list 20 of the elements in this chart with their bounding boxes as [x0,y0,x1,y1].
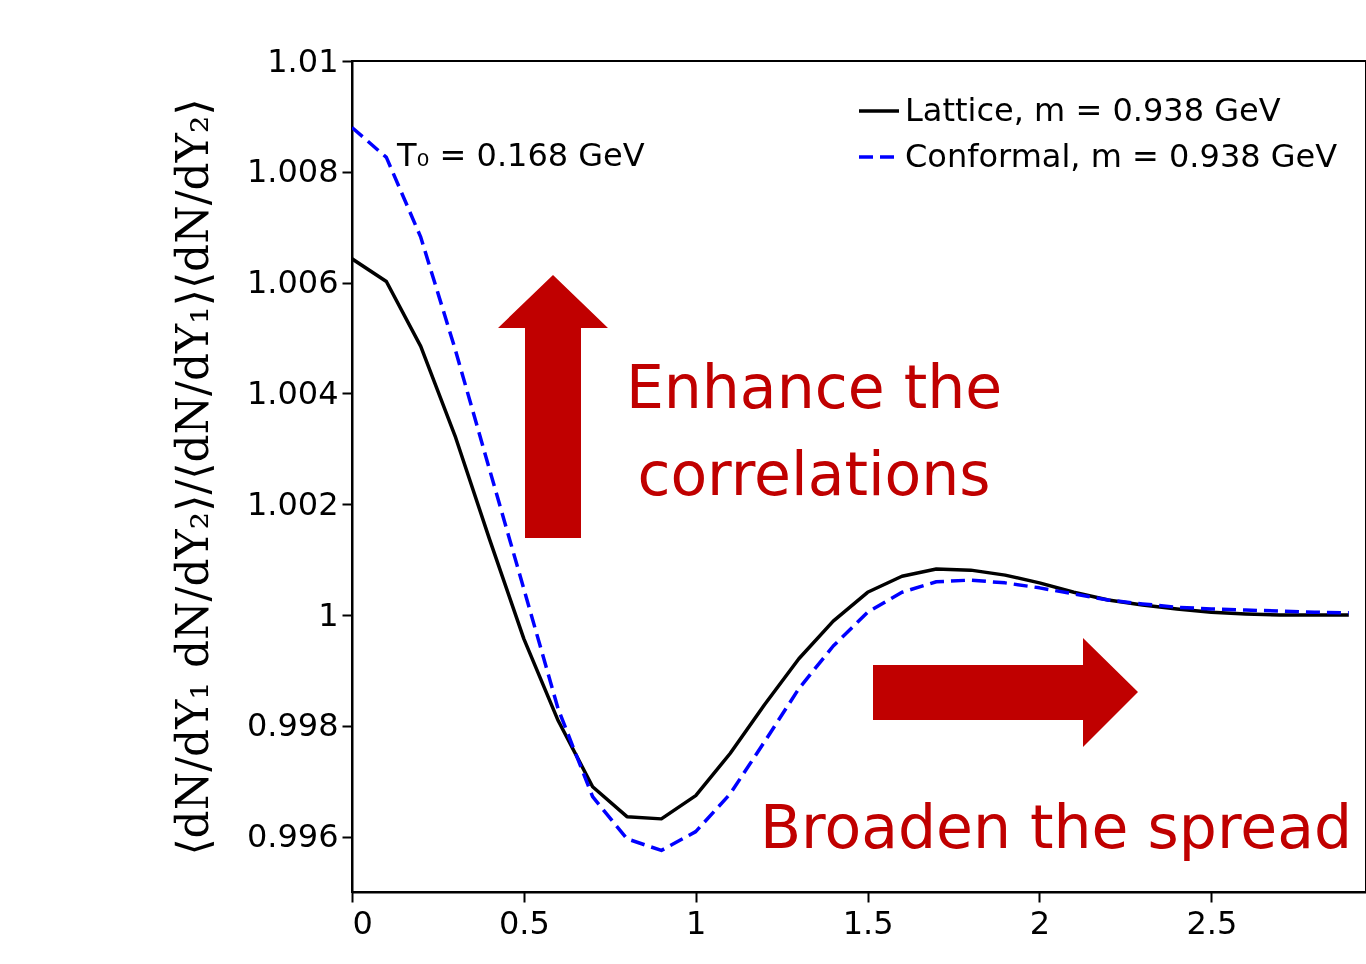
x-tick-label: 2 [1029,903,1051,942]
y-tick-label: 1.008 [246,152,339,191]
y-tick-label: 1.004 [246,373,339,412]
y-axis-title: ⟨dN/dY₁ dN/dY₂⟩/⟨dN/dY₁⟩⟨dN/dY₂⟩ [166,98,218,856]
x-tick-label: 1.5 [842,903,894,942]
x-tick-label: 1 [686,903,707,942]
x-tick-label: 0.5 [498,903,550,942]
legend-label: Conformal, m = 0.938 GeV [905,137,1338,175]
y-tick-label: 1.01 [267,41,339,80]
legend-label: Lattice, m = 0.938 GeV [905,91,1281,129]
x-tick-label: 0 [352,903,373,942]
x-tick-label: 2.5 [1186,903,1238,942]
annotation: T₀ = 0.168 GeV [396,136,645,174]
y-tick-label: 1 [318,595,339,634]
y-tick-label: 0.996 [246,817,339,856]
y-tick-label: 1.006 [246,263,339,302]
y-tick-label: 1.002 [246,484,339,523]
y-tick-label: 0.998 [246,706,339,745]
annotation: Broaden the spread [759,792,1352,862]
annotation: Enhance the correlations [625,352,1003,509]
